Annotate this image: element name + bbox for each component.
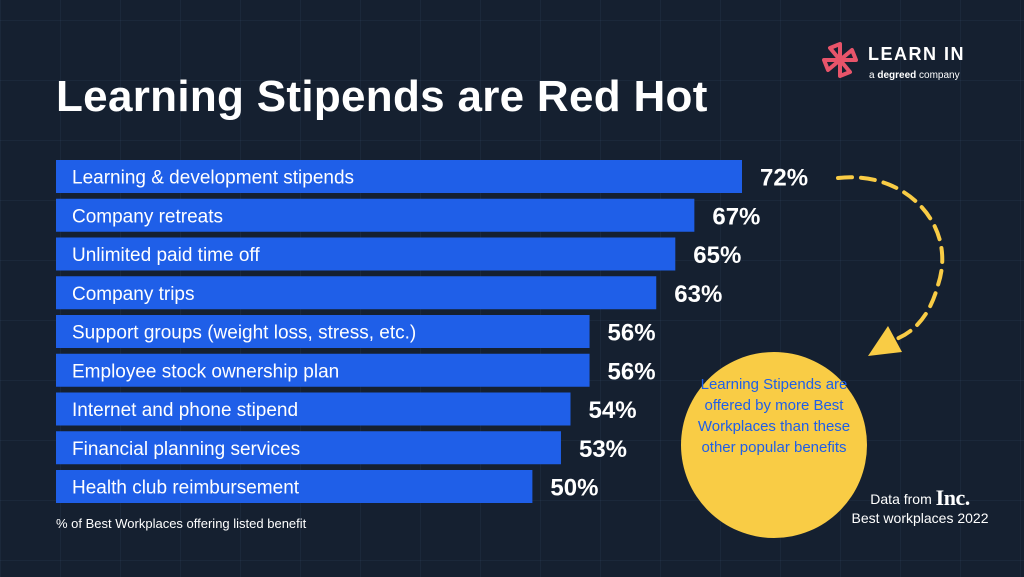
footnote: % of Best Workplaces offering listed ben…	[56, 516, 307, 531]
page-title: Learning Stipends are Red Hot	[56, 72, 708, 121]
bar	[56, 431, 561, 465]
logo-name: LEARN IN	[868, 44, 965, 64]
source-line-1: Data from Inc.	[840, 485, 1000, 510]
source-line-2: Best workplaces 2022	[851, 510, 989, 526]
bar-value-label: 56%	[608, 320, 656, 347]
bar	[56, 353, 590, 387]
bar-category-label: Unlimited paid time off	[72, 245, 260, 266]
learn-in-logo: LEARN IN a degreed company	[818, 38, 998, 88]
bar-category-label: Employee stock ownership plan	[72, 361, 339, 382]
bar-value-label: 56%	[608, 358, 656, 385]
bar-value-label: 67%	[712, 203, 760, 230]
bar-category-label: Health club reimbursement	[72, 478, 300, 499]
callout-circle: Learning Stipends are offered by more Be…	[681, 352, 867, 538]
bar	[56, 237, 676, 271]
callout-text: Learning Stipends are offered by more Be…	[697, 376, 851, 456]
logo-sub-suffix: company	[916, 70, 960, 81]
bar-category-label: Financial planning services	[72, 439, 300, 460]
bar-category-label: Learning & development stipends	[72, 168, 354, 189]
data-source: Data from Inc. Best workplaces 2022	[840, 485, 1000, 528]
bar-value-label: 53%	[579, 436, 627, 463]
logo-subtitle: a degreed company	[869, 70, 960, 81]
bar	[56, 160, 742, 193]
logo-sub-brand: degreed	[877, 70, 917, 81]
arrowhead-icon	[868, 326, 902, 356]
bar-category-label: Company trips	[72, 284, 195, 305]
bar-value-label: 65%	[693, 242, 741, 269]
bar-value-label: 54%	[589, 397, 637, 424]
bar	[56, 470, 533, 503]
bar	[56, 315, 590, 348]
bar-category-label: Support groups (weight loss, stress, etc…	[72, 323, 416, 344]
bar-category-label: Company retreats	[72, 206, 223, 227]
inc-logo: Inc.	[935, 485, 971, 510]
bar-value-label: 72%	[760, 165, 808, 192]
bar	[56, 392, 571, 426]
pinwheel-icon	[822, 42, 858, 78]
source-prefix: Data from	[870, 491, 932, 507]
bar-value-label: 63%	[674, 281, 722, 308]
bar	[56, 198, 695, 232]
bar-category-label: Internet and phone stipend	[72, 400, 298, 421]
bar	[56, 276, 657, 310]
logo-sub-prefix: a	[869, 70, 878, 81]
bar-value-label: 50%	[550, 475, 598, 502]
